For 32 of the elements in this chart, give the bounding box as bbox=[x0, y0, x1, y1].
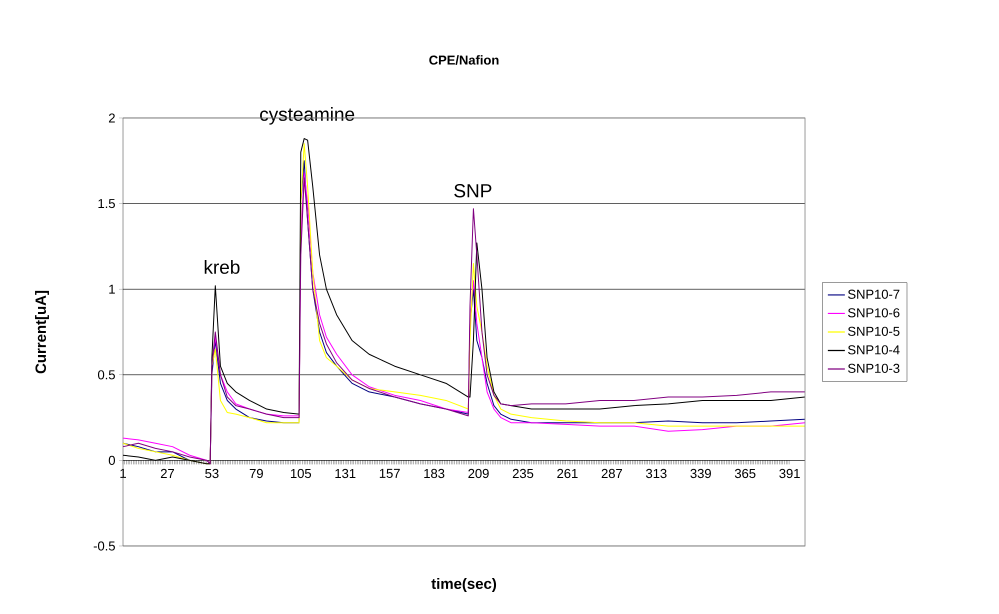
x-tick-label: 391 bbox=[779, 468, 800, 478]
x-tick-label: 235 bbox=[512, 468, 534, 478]
legend-label: SNP10-6 bbox=[848, 308, 900, 318]
y-axis-title: Current[uA] bbox=[35, 290, 49, 374]
y-tick-label: -0.5 bbox=[94, 541, 115, 551]
x-tick-label: 157 bbox=[380, 468, 400, 478]
x-tick-label: 313 bbox=[646, 468, 667, 478]
x-tick-label: 131 bbox=[335, 468, 356, 478]
annotation: kreb bbox=[204, 260, 240, 274]
annotation: SNP bbox=[454, 184, 492, 198]
y-tick-label: 1.5 bbox=[98, 199, 115, 208]
x-tick-label: 27 bbox=[160, 468, 174, 478]
x-tick-label: 365 bbox=[734, 468, 756, 478]
x-tick-label: 79 bbox=[250, 468, 263, 478]
x-axis-title: time(sec) bbox=[431, 578, 496, 592]
legend-label: SNP10-5 bbox=[848, 326, 900, 336]
x-tick-label: 261 bbox=[557, 468, 578, 478]
x-tick-label: 209 bbox=[468, 468, 489, 478]
x-tick-label: 1 bbox=[120, 468, 126, 478]
legend-label: SNP10-7 bbox=[848, 290, 900, 299]
x-tick-label: 339 bbox=[690, 468, 711, 478]
x-tick-label: 53 bbox=[205, 468, 219, 478]
y-tick-label: 0 bbox=[108, 456, 115, 465]
x-tick-label: 105 bbox=[290, 468, 312, 478]
y-tick-label: 1 bbox=[109, 284, 115, 294]
y-tick-label: 2 bbox=[108, 113, 115, 123]
y-tick-label: 0.5 bbox=[98, 370, 115, 380]
chart-title: CPE/Nafion bbox=[429, 55, 498, 65]
legend-label: SNP10-3 bbox=[848, 364, 900, 373]
x-tick-label: 183 bbox=[424, 468, 444, 478]
legend-label: SNP10-4 bbox=[848, 345, 900, 354]
x-tick-label: 287 bbox=[602, 468, 622, 478]
